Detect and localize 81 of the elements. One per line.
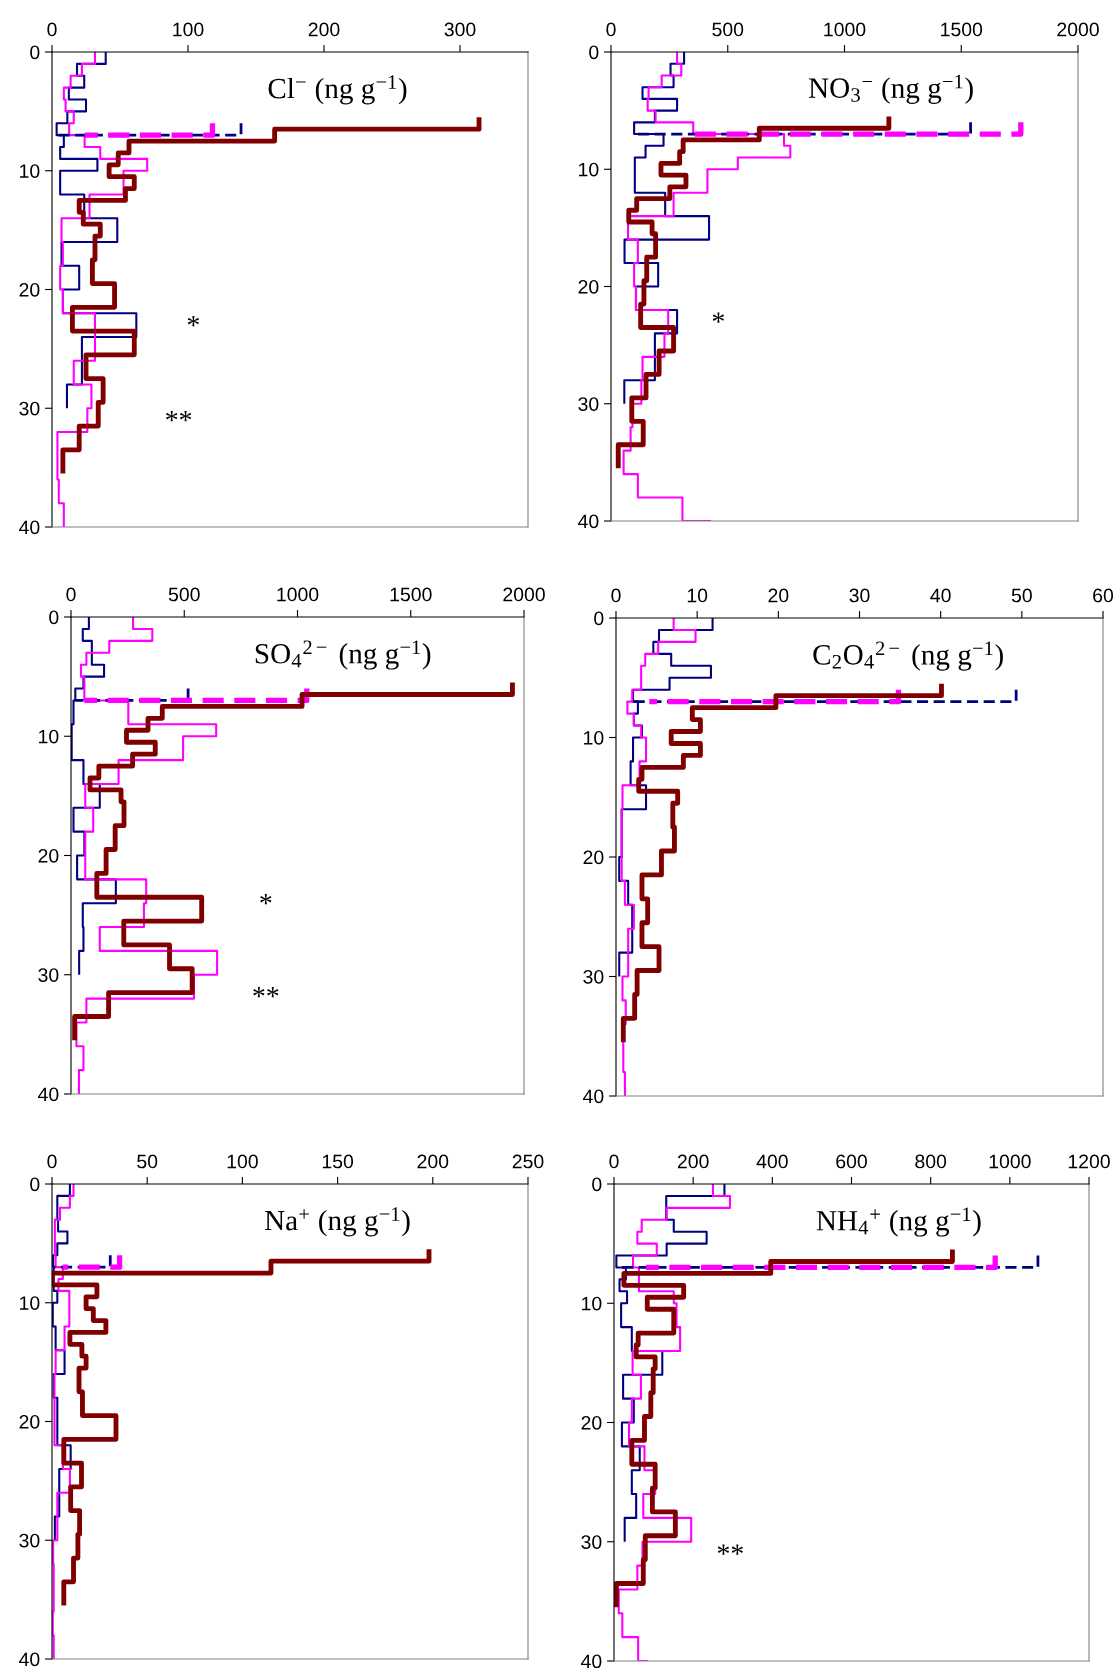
y-tick-label: 30 [19, 401, 40, 416]
text: NH$_{4}$$^{+}$ (ng g$^{−1}$) [816, 1207, 981, 1237]
y-tick-label: 20 [38, 848, 59, 863]
x-tick-label: 1000 [989, 1154, 1031, 1169]
x-tick-label: 50 [1011, 588, 1032, 603]
text: Cl$^{−}$ (ng g$^{−1}$) [268, 75, 407, 105]
y-tick-label: 20 [583, 850, 604, 865]
x-tick-label: 500 [712, 22, 744, 37]
x-tick-label: 0 [611, 588, 621, 603]
x-tick-label: 10 [687, 588, 708, 603]
x-tick-label: 40 [930, 588, 951, 603]
line-series [52, 1246, 432, 1608]
text: C$_{2}$O$_{4}$$^{2−}$ (ng g$^{−1}$) [813, 641, 1003, 671]
y-tick-label: 40 [581, 1654, 602, 1668]
annotation: ** [253, 987, 279, 998]
x-tick-label: 1000 [277, 587, 319, 602]
y-tick-label: 40 [19, 520, 40, 535]
y-tick-label: 30 [19, 1533, 40, 1548]
text: Na$^{+}$ (ng g$^{−1}$) [264, 1207, 410, 1237]
x-tick-label: 250 [512, 1154, 544, 1169]
y-tick-label: 40 [578, 514, 599, 529]
y-tick-label: 0 [592, 1177, 602, 1192]
x-tick-label: 1000 [824, 22, 866, 37]
x-tick-label: 2000 [1057, 22, 1099, 37]
line-series [72, 680, 515, 1043]
y-tick-label: 10 [20, 164, 40, 178]
y-tick-label: 30 [583, 969, 604, 984]
x-tick-label: 1500 [941, 22, 983, 37]
y-tick-label: 30 [581, 1535, 602, 1549]
x-tick-label: 1200 [1068, 1154, 1110, 1169]
x-tick-label: 30 [849, 588, 870, 603]
x-tick-label: 800 [915, 1154, 947, 1169]
x-tick-label: 600 [836, 1154, 867, 1169]
x-tick-label: 0 [609, 1154, 619, 1169]
annotation: ** [166, 410, 192, 422]
y-tick-label: 0 [30, 1177, 40, 1192]
y-tick-label: 20 [19, 1414, 40, 1429]
x-tick-label: 0 [606, 22, 616, 37]
y-tick-label: 0 [30, 45, 40, 60]
y-tick-label: 0 [49, 610, 59, 625]
y-tick-label: 20 [581, 1415, 602, 1430]
x-tick-label: 100 [227, 1154, 258, 1169]
line-series [620, 618, 697, 1096]
annotation: ** [717, 1544, 743, 1555]
x-tick-label: 50 [137, 1154, 158, 1169]
annotation: * [712, 312, 725, 323]
x-tick-label: 1500 [390, 587, 432, 602]
y-tick-label: 20 [19, 282, 40, 297]
y-tick-label: 0 [589, 45, 599, 60]
y-tick-label: 0 [594, 611, 604, 626]
x-tick-label: 400 [756, 1154, 788, 1169]
y-tick-label: 30 [38, 968, 59, 982]
x-tick-label: 0 [66, 587, 76, 602]
y-tick-label: 10 [39, 729, 59, 744]
y-tick-label: 10 [579, 162, 599, 177]
annotation: * [187, 315, 199, 327]
x-tick-label: 60 [1093, 588, 1114, 603]
y-tick-label: 20 [578, 279, 599, 294]
x-tick-label: 300 [444, 22, 476, 37]
x-tick-label: 200 [308, 22, 340, 37]
x-tick-label: 200 [677, 1154, 709, 1169]
y-tick-label: 40 [38, 1087, 59, 1102]
y-tick-label: 40 [19, 1652, 40, 1667]
x-tick-label: 2000 [503, 587, 545, 602]
line-series [615, 114, 892, 471]
line-series [614, 1247, 955, 1610]
x-tick-label: 100 [173, 22, 204, 37]
y-tick-label: 10 [20, 1296, 40, 1310]
annotation: * [260, 894, 272, 905]
line-series [60, 114, 482, 476]
y-tick-label: 10 [584, 730, 604, 745]
text: SO$_{4}$$^{2−}$ (ng g$^{−1}$) [255, 640, 431, 670]
x-tick-label: 200 [417, 1154, 449, 1169]
y-tick-label: 10 [582, 1296, 602, 1311]
x-tick-label: 20 [768, 588, 789, 603]
y-tick-label: 40 [583, 1089, 604, 1104]
x-tick-label: 500 [168, 587, 200, 602]
x-tick-label: 150 [322, 1154, 354, 1169]
text: NO$_{3}$$^{−}$ (ng g$^{−1}$) [808, 74, 973, 104]
line-series [620, 681, 944, 1045]
y-tick-label: 30 [578, 397, 599, 411]
